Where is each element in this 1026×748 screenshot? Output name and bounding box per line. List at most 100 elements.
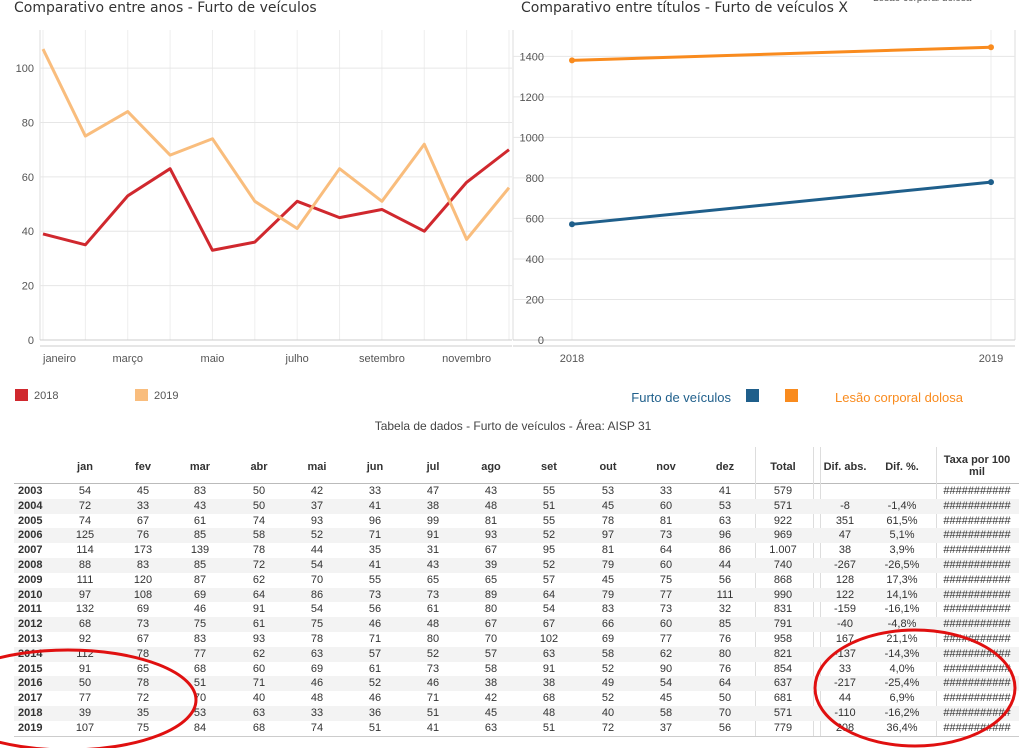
- column-header: fev: [135, 461, 151, 473]
- x-tick-label: 2018: [560, 353, 584, 365]
- table-cell: 52: [601, 662, 615, 675]
- table-cell: 76: [718, 633, 732, 645]
- legend-label: Lesão corporal dolosa: [835, 390, 964, 405]
- legend-label: 2018: [34, 390, 58, 402]
- table-cell: 52: [542, 529, 556, 542]
- table-cell: 5,1%: [889, 529, 915, 542]
- table-cell: 60: [659, 499, 673, 512]
- table-cell: 64: [659, 544, 673, 557]
- x-tick-label: novembro: [442, 353, 491, 365]
- table-cell: 37: [310, 499, 324, 512]
- table-cell: ###########: [943, 692, 1011, 705]
- column-header: nov: [656, 461, 676, 473]
- table-cell: 58: [659, 707, 673, 719]
- table-cell: 571: [773, 499, 793, 512]
- table-cell: 72: [78, 499, 92, 512]
- table-cell: 68: [542, 692, 556, 705]
- table-cell: 78: [136, 677, 150, 690]
- table-cell: 97: [78, 588, 92, 601]
- table-cell: 73: [136, 618, 150, 631]
- table-cell: 3,9%: [889, 544, 915, 557]
- y-tick-label: 40: [22, 226, 34, 238]
- column-header: mar: [189, 461, 211, 473]
- table-cell: 83: [601, 603, 615, 616]
- table-cell: 740: [773, 559, 793, 571]
- table-cell: 4,0%: [889, 662, 915, 675]
- table-cell: 91: [426, 529, 440, 542]
- table-cell: -16,1%: [884, 603, 920, 616]
- table-cell: 6,9%: [889, 692, 915, 705]
- table-cell: 47: [838, 529, 852, 542]
- y-tick-label: 1200: [520, 92, 544, 104]
- table-cell: -25,4%: [884, 677, 920, 690]
- table-cell: 71: [252, 677, 266, 690]
- table-cell: 44: [310, 544, 324, 557]
- table-cell: 78: [310, 633, 324, 645]
- table-cell: 54: [310, 603, 324, 616]
- table-cell: 45: [484, 707, 498, 719]
- table-cell: 107: [75, 721, 95, 734]
- column-header: Taxa por 100 mil: [943, 454, 1011, 478]
- chart-title: Comparativo entre anos - Furto de veícul…: [14, 0, 317, 16]
- table-cell: 54: [78, 485, 92, 497]
- table-cell: 571: [773, 707, 793, 719]
- table-cell: 45: [136, 485, 150, 497]
- row-stripe: [14, 498, 1019, 514]
- table-cell: ###########: [943, 633, 1011, 645]
- table-cell: 102: [539, 633, 559, 645]
- table-cell: 208: [835, 721, 855, 734]
- table-cell: 85: [193, 529, 207, 542]
- table-cell: 48: [310, 692, 324, 705]
- row-header: 2006: [18, 529, 43, 542]
- table-cell: 44: [718, 559, 732, 571]
- table-cell: 62: [252, 573, 266, 586]
- table-cell: 67: [484, 618, 498, 631]
- table-cell: 46: [368, 618, 382, 631]
- legend-swatch: [785, 389, 798, 402]
- row-header: 2016: [18, 677, 43, 690]
- table-cell: 47: [426, 485, 440, 497]
- table-cell: 56: [368, 603, 382, 616]
- table-cell: 969: [773, 529, 793, 542]
- table-cell: 91: [252, 603, 266, 616]
- table-cell: 50: [252, 499, 266, 512]
- table-cell: 990: [773, 588, 793, 601]
- table-cell: 75: [659, 573, 673, 586]
- legend-label-clipped: Lesão corporal dolosa: [873, 0, 972, 4]
- table-cell: 46: [193, 603, 207, 616]
- table-cell: 45: [659, 692, 673, 705]
- legend-swatch: [746, 389, 759, 402]
- table-cell: 40: [601, 707, 615, 719]
- table-cell: 58: [484, 662, 498, 675]
- row-header: 2008: [18, 559, 43, 571]
- table-cell: -1,4%: [887, 499, 917, 512]
- table-cell: 72: [601, 721, 615, 734]
- table-cell: 51: [368, 721, 382, 734]
- table-cell: 868: [773, 573, 793, 586]
- table-cell: 53: [601, 485, 615, 497]
- table-cell: 70: [718, 707, 732, 719]
- table-cell: 17,3%: [886, 573, 918, 586]
- y-tick-label: 1000: [520, 132, 544, 144]
- table-cell: 67: [136, 633, 150, 645]
- table-cell: 637: [773, 677, 793, 690]
- table-cell: 71: [368, 529, 382, 542]
- row-stripe: [14, 528, 1019, 544]
- table-cell: 60: [659, 618, 673, 631]
- table-cell: 70: [193, 692, 207, 705]
- table-cell: 48: [542, 707, 556, 719]
- table-cell: ###########: [943, 721, 1011, 734]
- table-cell: 97: [601, 529, 615, 542]
- column-header: jul: [426, 461, 440, 473]
- table-cell: 52: [426, 647, 440, 660]
- table-cell: 63: [310, 647, 324, 660]
- series-point: [569, 221, 575, 228]
- table-cell: 46: [368, 692, 382, 705]
- table-cell: 67: [484, 544, 498, 557]
- table-cell: ###########: [943, 603, 1011, 616]
- table-cell: 67: [542, 618, 556, 631]
- table-cell: 73: [659, 603, 673, 616]
- table-cell: 93: [310, 514, 324, 527]
- table-cell: 91: [78, 662, 92, 675]
- table-cell: 79: [601, 588, 615, 601]
